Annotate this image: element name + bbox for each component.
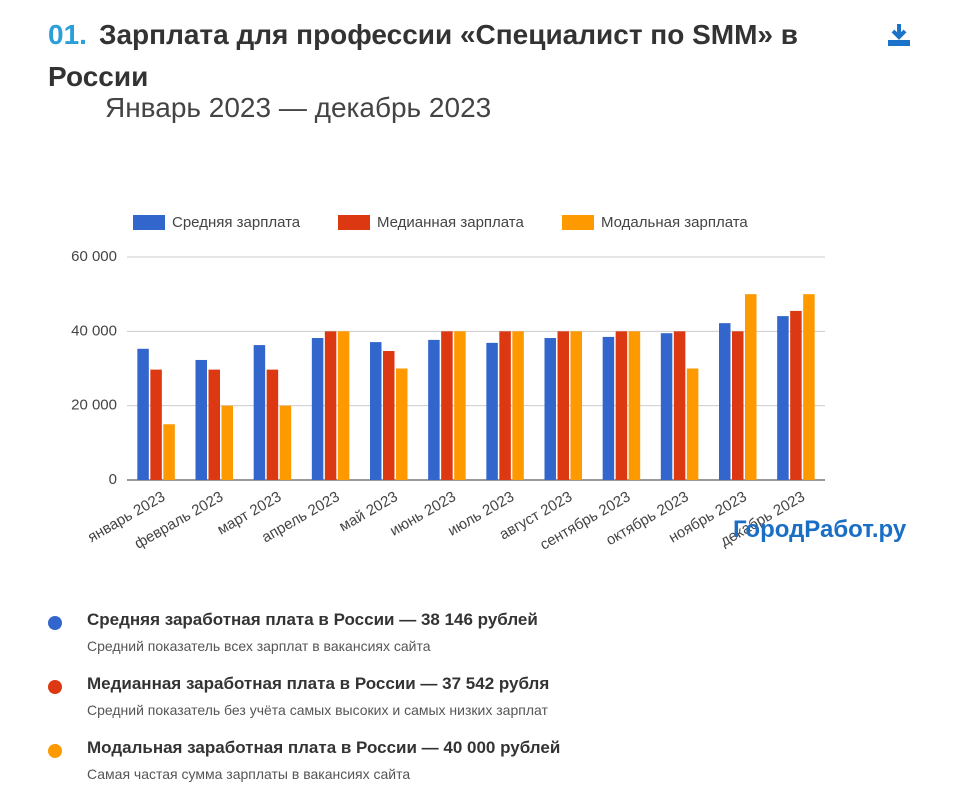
bar xyxy=(163,424,175,480)
bullet xyxy=(48,616,62,630)
watermark: ГородРабот.ру xyxy=(733,516,907,543)
bar xyxy=(253,345,266,480)
legend-label: Средняя зарплата xyxy=(172,214,301,231)
bar xyxy=(499,331,511,480)
bar xyxy=(615,331,628,480)
bar xyxy=(557,331,569,480)
summary: Средняя заработная плата в России — 38 1… xyxy=(0,608,974,800)
bar xyxy=(279,405,292,480)
bar xyxy=(544,338,556,480)
bar xyxy=(195,359,207,480)
bar xyxy=(454,331,466,480)
bar xyxy=(719,323,731,480)
bar xyxy=(512,331,524,480)
summary-item: Медианная заработная плата в России — 37… xyxy=(0,672,974,736)
bar xyxy=(803,294,815,480)
summary-description: Средний показатель без учёта самых высок… xyxy=(87,702,548,718)
legend-label: Модальная зарплата xyxy=(601,214,748,231)
summary-item: Модальная заработная плата в России — 40… xyxy=(0,736,974,800)
summary-description: Средний показатель всех зарплат в ваканс… xyxy=(87,638,431,654)
section-number: 01. xyxy=(48,19,87,50)
bar xyxy=(790,310,802,480)
bar xyxy=(673,331,686,480)
summary-title: Медианная заработная плата в России — 37… xyxy=(87,674,550,693)
bar xyxy=(337,331,350,480)
y-tick-label: 0 xyxy=(109,471,117,488)
bar xyxy=(324,331,337,480)
bullet xyxy=(48,744,62,758)
bar xyxy=(137,348,149,480)
header: 01. Зарплата для профессии «Специалист по… xyxy=(48,14,878,98)
bar xyxy=(628,331,641,480)
bullet xyxy=(48,680,62,694)
bar xyxy=(311,338,324,480)
y-tick-label: 60 000 xyxy=(71,248,117,265)
bar xyxy=(660,333,673,480)
bar xyxy=(686,368,699,480)
download-icon[interactable] xyxy=(886,22,912,48)
summary-item: Средняя заработная плата в России — 38 1… xyxy=(0,608,974,672)
bar xyxy=(570,331,582,480)
bar xyxy=(602,336,615,480)
bar xyxy=(745,294,757,480)
bar xyxy=(441,331,453,480)
summary-title: Модальная заработная плата в России — 40… xyxy=(87,738,561,757)
bar xyxy=(396,368,408,480)
bar xyxy=(428,339,440,480)
bar xyxy=(486,342,498,480)
chart: 0 20 000 40 000 60 000 Средняя зарплата Медиа… xyxy=(71,214,825,554)
title: Зарплата для профессии «Специалист по SM… xyxy=(48,19,798,92)
legend-swatch xyxy=(338,215,370,230)
bar xyxy=(383,351,395,480)
bar xyxy=(370,342,382,480)
legend-label: Медианная зарплата xyxy=(377,214,525,231)
bar xyxy=(221,405,233,480)
bar xyxy=(732,331,744,480)
legend-swatch xyxy=(562,215,594,230)
bar xyxy=(150,369,162,480)
bar xyxy=(266,369,279,480)
bar xyxy=(208,369,220,480)
summary-title: Средняя заработная плата в России — 38 1… xyxy=(87,610,538,629)
bar xyxy=(777,316,789,480)
summary-description: Самая частая сумма зарплаты в вакансиях … xyxy=(87,766,411,782)
y-tick-label: 20 000 xyxy=(71,397,117,414)
legend-swatch xyxy=(133,215,165,230)
y-tick-label: 40 000 xyxy=(71,322,117,339)
subtitle: Январь 2023 — декабрь 2023 xyxy=(105,92,492,123)
